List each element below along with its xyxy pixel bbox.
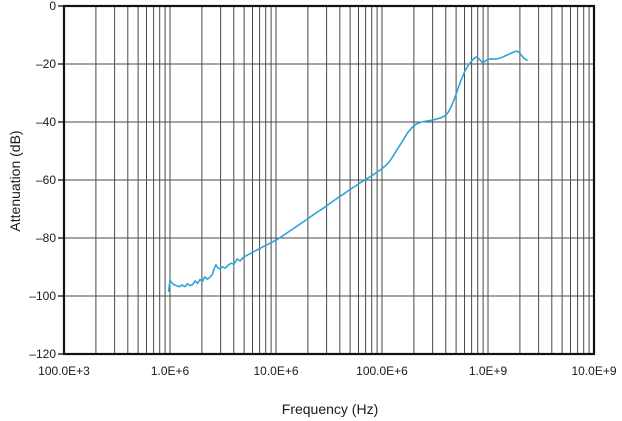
x-tick-label: 10.0E+6 [253, 364, 299, 378]
y-tick-label: –100 [29, 289, 56, 303]
plot-border [62, 4, 596, 356]
x-tick-label: 10.0E+9 [571, 364, 617, 378]
x-axis-title: Frequency (Hz) [281, 401, 379, 417]
x-tick-label: 100.0E+3 [38, 364, 90, 378]
x-tick-label: 1.0E+9 [468, 364, 508, 378]
x-tick-label: 100.0E+6 [356, 364, 408, 378]
y-tick-label: –120 [29, 347, 56, 361]
y-axis-title: Attenuation (dB) [7, 130, 23, 232]
y-tick-label: –80 [35, 231, 56, 245]
x-tick-label: 1.0E+6 [150, 364, 190, 378]
attenuation-curve [167, 50, 528, 292]
y-tick-label: –20 [35, 57, 56, 71]
y-tick-label: 0 [49, 0, 56, 13]
y-tick-label: –60 [35, 173, 56, 187]
y-tick-label: –40 [35, 115, 56, 129]
